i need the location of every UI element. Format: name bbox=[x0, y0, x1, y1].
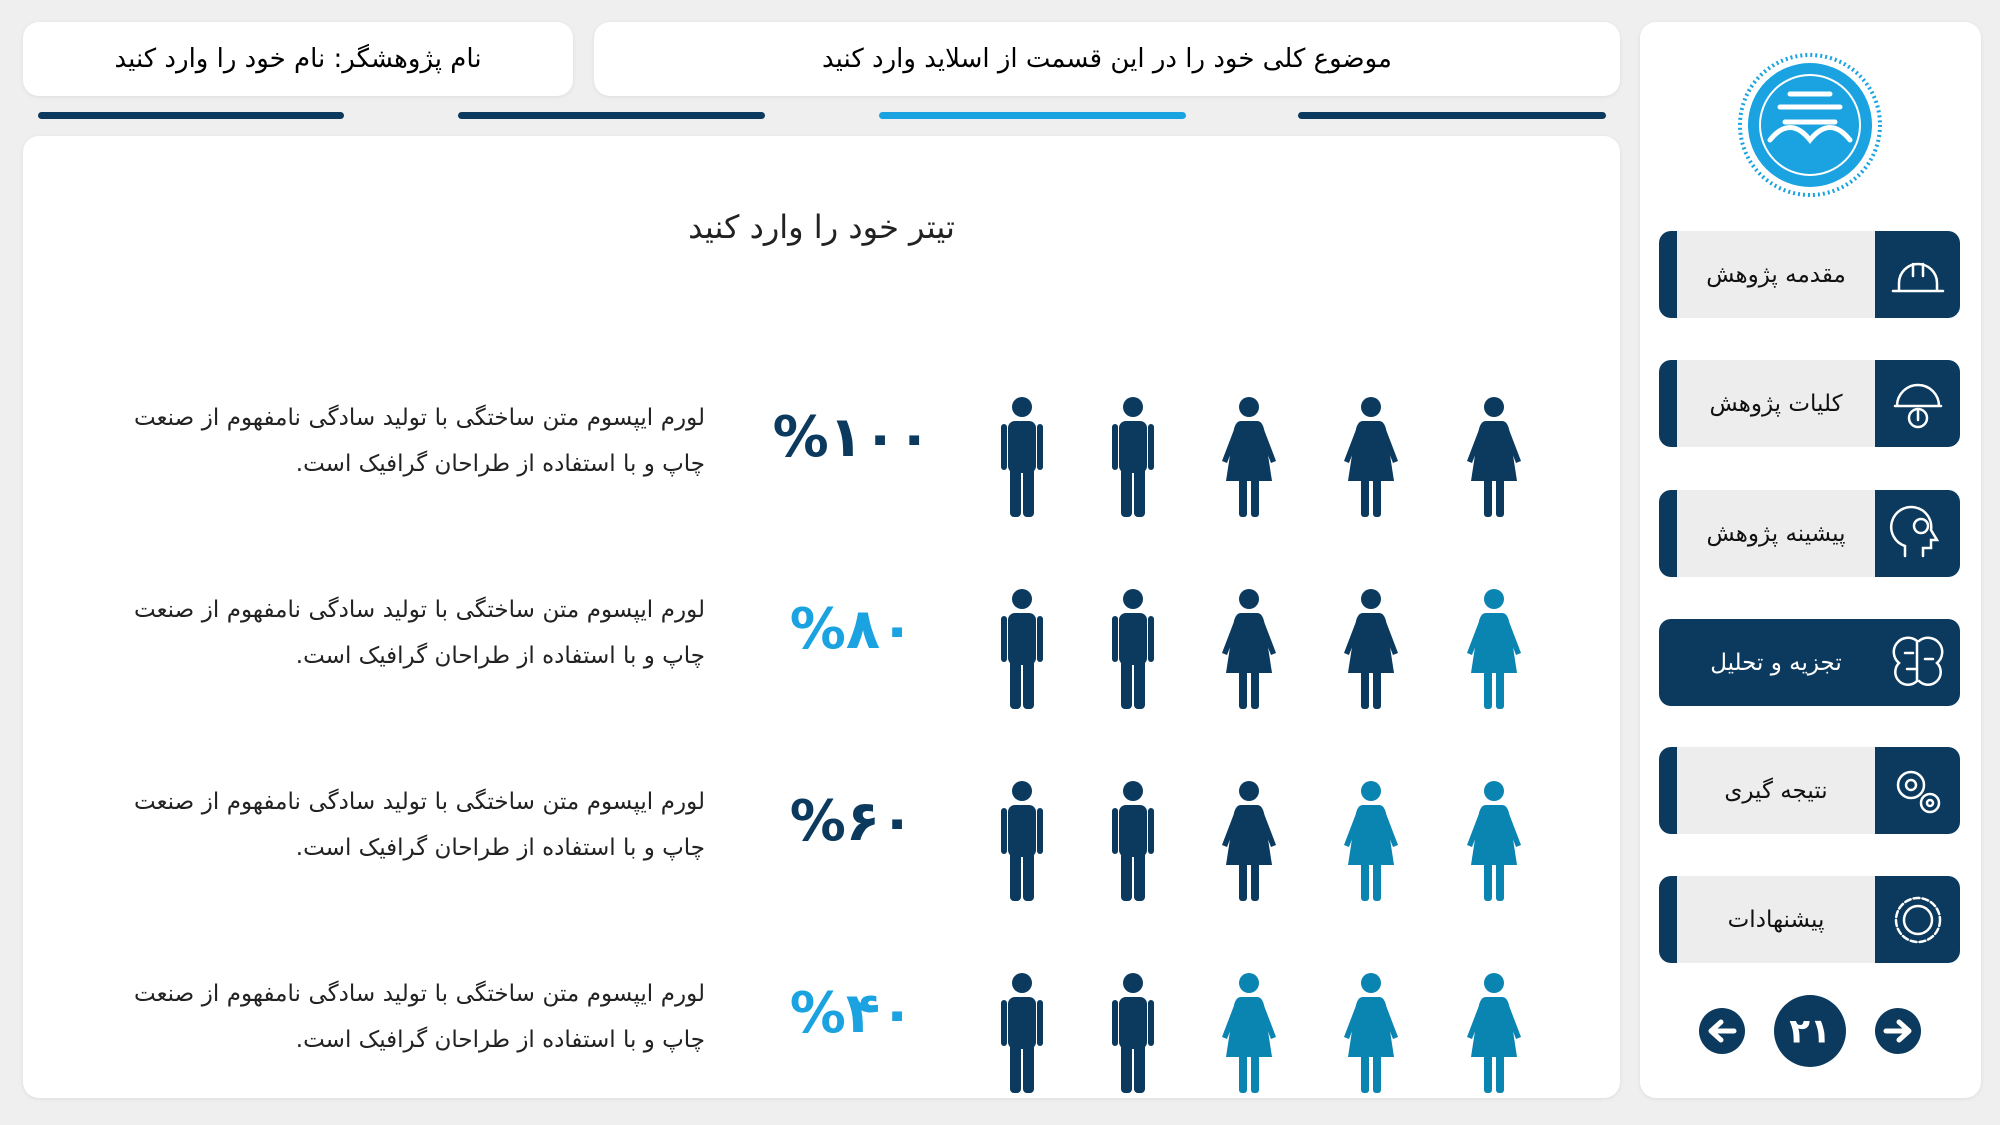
person-icon bbox=[1222, 397, 1276, 517]
menu-button[interactable]: کلیات پژوهش bbox=[1659, 360, 1960, 447]
person-icon bbox=[1112, 589, 1154, 709]
row-percent: %۴۰ bbox=[789, 981, 915, 1046]
person-icon bbox=[1222, 781, 1276, 901]
progress-bar bbox=[38, 112, 344, 119]
prev-button[interactable] bbox=[1699, 1008, 1745, 1054]
person-icon bbox=[1467, 589, 1521, 709]
researcher-box: نام پژوهشگر: نام خود را وارد کنید bbox=[23, 22, 573, 96]
person-icon bbox=[1222, 973, 1276, 1093]
menu-label: پیشینه پژوهش bbox=[1677, 490, 1875, 577]
person-icon bbox=[1344, 973, 1398, 1093]
menu-label: مقدمه پژوهش bbox=[1677, 231, 1875, 318]
menu-button[interactable]: پیشینه پژوهش bbox=[1659, 490, 1960, 577]
person-icon bbox=[1467, 973, 1521, 1093]
person-icon bbox=[1467, 397, 1521, 517]
progress-bar bbox=[458, 112, 765, 119]
menu-icon bbox=[1891, 262, 1945, 293]
topic-box: موضوع کلی خود را در این قسمت از اسلاید و… bbox=[594, 22, 1620, 96]
slide-title: تیتر خود را وارد کنید bbox=[688, 208, 955, 246]
person-icon bbox=[1344, 781, 1398, 901]
row-percent: %۶۰ bbox=[789, 789, 915, 854]
menu-button[interactable]: پیشنهادات bbox=[1659, 876, 1960, 963]
menu-icon bbox=[1894, 896, 1942, 944]
row-text: لورم ایپسوم متن ساختگی با تولید سادگی نا… bbox=[134, 405, 705, 477]
person-icon bbox=[1001, 973, 1043, 1093]
menu-button[interactable]: تجزیه و تحلیل bbox=[1659, 619, 1960, 706]
person-icon bbox=[1001, 397, 1043, 517]
person-icon bbox=[1112, 397, 1154, 517]
row-percent: %۸۰ bbox=[789, 597, 915, 662]
progress-bar bbox=[1298, 112, 1606, 119]
menu-icon bbox=[1892, 636, 1944, 686]
menu-label: تجزیه و تحلیل bbox=[1677, 619, 1875, 706]
pictogram-area bbox=[1001, 397, 1521, 1093]
next-button[interactable] bbox=[1875, 1008, 1921, 1054]
row-text: لورم ایپسوم متن ساختگی با تولید سادگی نا… bbox=[134, 597, 705, 669]
person-icon bbox=[1112, 973, 1154, 1093]
menu-label: نتیجه گیری bbox=[1677, 747, 1875, 834]
row-percent: %۱۰۰ bbox=[772, 405, 932, 470]
menu-icon bbox=[1889, 505, 1940, 558]
person-icon bbox=[1344, 397, 1398, 517]
content-panel: تیتر خود را وارد کنید لورم ایپسوم متن سا… bbox=[23, 136, 1620, 1098]
person-icon bbox=[1344, 589, 1398, 709]
person-icon bbox=[1001, 781, 1043, 901]
progress-bar-active bbox=[879, 112, 1186, 119]
person-icon bbox=[1222, 589, 1276, 709]
menu-icon bbox=[1893, 383, 1943, 429]
topic: موضوع کلی خود را در این قسمت از اسلاید و… bbox=[822, 44, 1392, 74]
person-icon bbox=[1467, 781, 1521, 901]
menu-icon bbox=[1896, 770, 1941, 814]
row-text: لورم ایپسوم متن ساختگی با تولید سادگی نا… bbox=[134, 981, 705, 1053]
researcher: نام پژوهشگر: نام خود را وارد کنید bbox=[114, 44, 482, 74]
menu-label: کلیات پژوهش bbox=[1677, 360, 1875, 447]
menu-button[interactable]: نتیجه گیری bbox=[1659, 747, 1960, 834]
logo bbox=[1738, 53, 1882, 197]
person-icon bbox=[1112, 781, 1154, 901]
row-text: لورم ایپسوم متن ساختگی با تولید سادگی نا… bbox=[134, 789, 705, 861]
person-icon bbox=[1001, 589, 1043, 709]
menu-label: پیشنهادات bbox=[1677, 876, 1875, 963]
menu-button[interactable]: مقدمه پژوهش bbox=[1659, 231, 1960, 318]
